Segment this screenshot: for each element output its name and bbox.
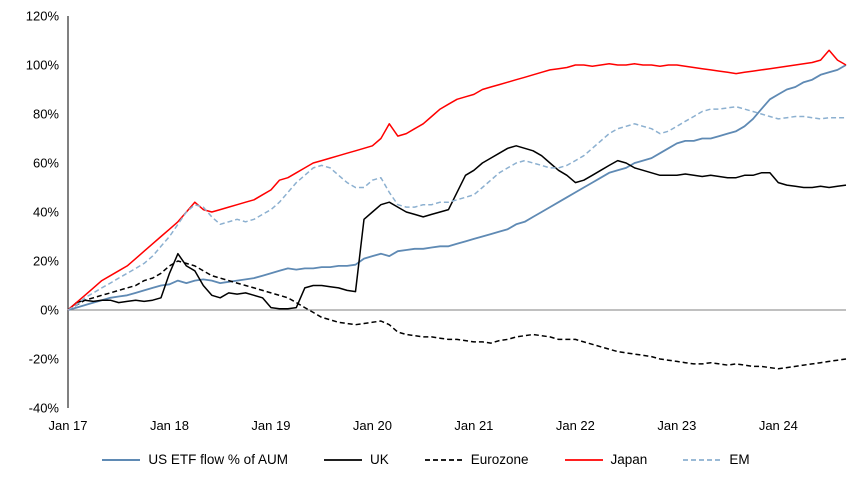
series-line-em: [67, 105, 846, 311]
x-tick-label: Jan 22: [556, 418, 595, 433]
etf-flow-line-chart: 120% 100% 80% 60% 40% 20% 0% -20% -40% Jan 17 Jan …: [26, 9, 847, 433]
y-tick-label: 0%: [40, 303, 59, 318]
x-tick-label: Jan 18: [150, 418, 189, 433]
legend-label-em: EM: [729, 452, 750, 467]
chart-legend: US ETF flow % of AUM UK Eurozone Japan EM: [0, 452, 852, 467]
legend-line-sample-japan: [564, 458, 603, 461]
series-line-japan: [67, 49, 847, 311]
legend-line-sample-em: [683, 458, 722, 461]
y-tick-label: -40%: [29, 401, 60, 416]
legend-item-us-etf-flow-of-aum: US ETF flow % of AUM: [102, 452, 288, 467]
legend-label-eurozone: Eurozone: [470, 452, 529, 467]
legend-item-em: EM: [683, 452, 750, 467]
legend-label-japan: Japan: [610, 452, 648, 467]
legend-label-uk: UK: [369, 452, 389, 467]
x-tick-label: Jan 17: [48, 418, 87, 433]
x-tick-label: Jan 21: [454, 418, 493, 433]
x-tick-label: Jan 24: [759, 418, 798, 433]
y-tick-label: 120%: [26, 9, 60, 24]
legend-item-eurozone: Eurozone: [424, 452, 529, 467]
legend-line-sample-uk: [323, 458, 362, 461]
y-tick-label: 40%: [33, 205, 59, 220]
series-line-uk: [67, 145, 847, 311]
x-tick-label: Jan 23: [657, 418, 696, 433]
y-tick-label: -20%: [29, 352, 60, 367]
legend-label-us-etf-flow-of-aum: US ETF flow % of AUM: [148, 452, 288, 467]
series-line-us-etf-flow-of-aum: [67, 64, 847, 311]
series-line-eurozone: [67, 260, 847, 370]
legend-line-sample-eurozone: [424, 458, 463, 461]
y-tick-label: 20%: [33, 254, 59, 269]
legend-item-uk: UK: [323, 452, 389, 467]
x-tick-label: Jan 19: [251, 418, 290, 433]
legend-line-sample-us-etf-flow-of-aum: [102, 458, 141, 461]
x-tick-label: Jan 20: [353, 418, 392, 433]
y-tick-label: 60%: [33, 156, 59, 171]
y-tick-label: 80%: [33, 107, 59, 122]
y-tick-label: 100%: [26, 58, 60, 73]
legend-item-japan: Japan: [564, 452, 648, 467]
